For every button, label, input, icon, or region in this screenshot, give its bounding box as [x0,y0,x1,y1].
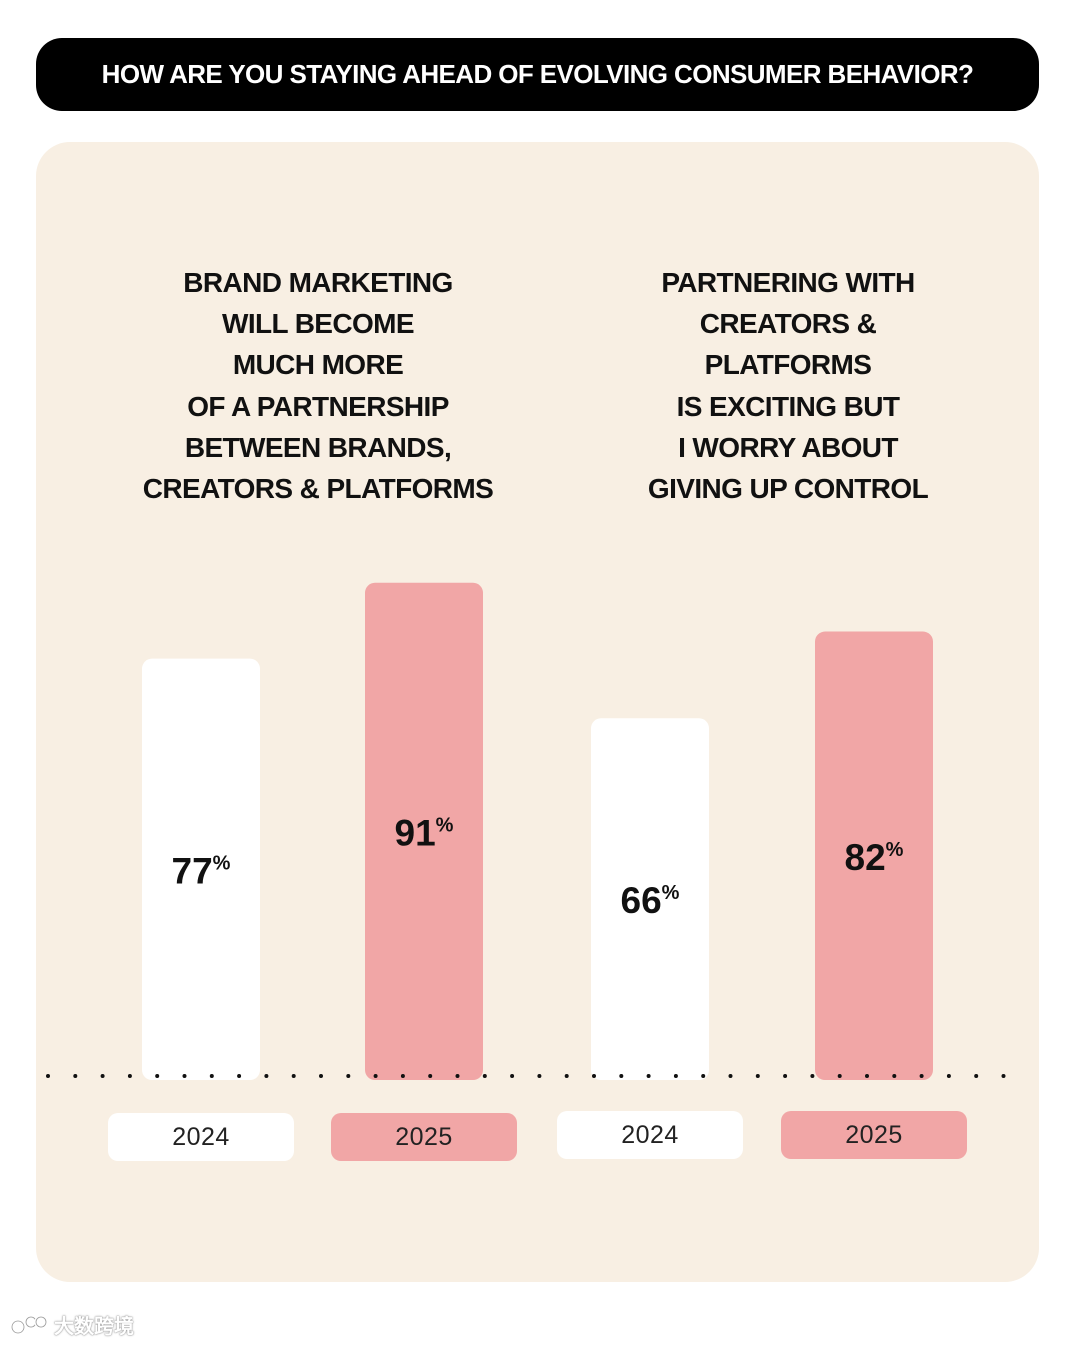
page-title: HOW ARE YOU STAYING AHEAD OF EVOLVING CO… [101,59,974,89]
year-label-2024-group-2: 2024 [557,1111,743,1159]
group-title-partnering-creators: PARTNERING WITH CREATORS & PLATFORMS IS … [647,267,929,505]
header-bar: HOW ARE YOU STAYING AHEAD OF EVOLVING CO… [36,38,1039,111]
year-label-2024-group-1: 2024 [108,1113,294,1161]
year-label-2025-group-2: 2025 [781,1111,967,1159]
watermark: 大数跨境 [10,1310,134,1339]
watermark-text: 大数跨境 [54,1316,134,1338]
watermark-logo-icon [10,1315,48,1334]
year-label-2025-group-1: 2025 [331,1113,517,1161]
group-title-brand-marketing: BRAND MARKETING WILL BECOME MUCH MORE OF… [142,267,494,505]
